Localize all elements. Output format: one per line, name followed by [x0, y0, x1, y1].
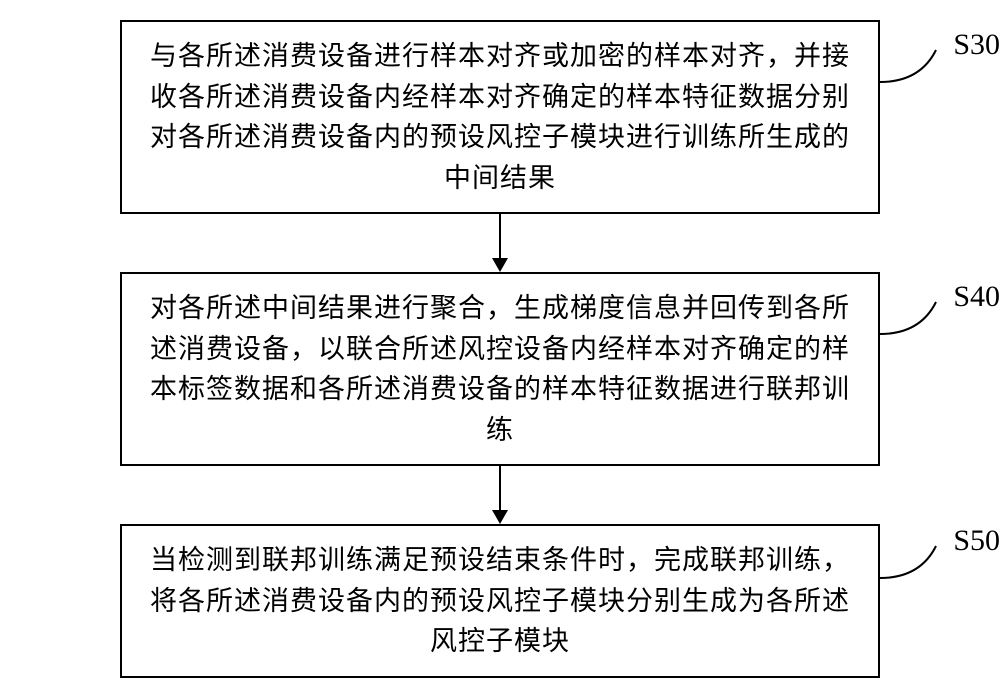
- step-text: 当检测到联邦训练满足预设结束条件时，完成联邦训练，将各所述消费设备内的预设风控子…: [150, 545, 850, 656]
- arrow-head-icon: [492, 510, 508, 524]
- step-box: 对各所述中间结果进行聚合，生成梯度信息并回传到各所述消费设备，以联合所述风控设备…: [120, 272, 880, 466]
- step-label: S40: [953, 280, 1000, 314]
- arrow-s30-s40: [492, 214, 508, 272]
- step-box: 与各所述消费设备进行样本对齐或加密的样本对齐，并接收各所述消费设备内经样本对齐确…: [120, 20, 880, 214]
- arrow-line: [499, 466, 501, 510]
- step-label: S30: [953, 28, 1000, 62]
- flowchart-container: 与各所述消费设备进行样本对齐或加密的样本对齐，并接收各所述消费设备内经样本对齐确…: [60, 20, 940, 678]
- connector-curve: [880, 542, 944, 582]
- arrow-s40-s50: [492, 466, 508, 524]
- step-s50: 当检测到联邦训练满足预设结束条件时，完成联邦训练，将各所述消费设备内的预设风控子…: [120, 524, 880, 678]
- arrow-line: [499, 214, 501, 258]
- step-text: 与各所述消费设备进行样本对齐或加密的样本对齐，并接收各所述消费设备内经样本对齐确…: [150, 41, 850, 193]
- connector-curve: [880, 298, 944, 338]
- step-s40: 对各所述中间结果进行聚合，生成梯度信息并回传到各所述消费设备，以联合所述风控设备…: [120, 272, 880, 466]
- step-label: S50: [953, 524, 1000, 558]
- arrow-head-icon: [492, 258, 508, 272]
- step-box: 当检测到联邦训练满足预设结束条件时，完成联邦训练，将各所述消费设备内的预设风控子…: [120, 524, 880, 678]
- step-s30: 与各所述消费设备进行样本对齐或加密的样本对齐，并接收各所述消费设备内经样本对齐确…: [120, 20, 880, 214]
- connector-curve: [880, 46, 944, 86]
- step-text: 对各所述中间结果进行聚合，生成梯度信息并回传到各所述消费设备，以联合所述风控设备…: [150, 293, 850, 445]
